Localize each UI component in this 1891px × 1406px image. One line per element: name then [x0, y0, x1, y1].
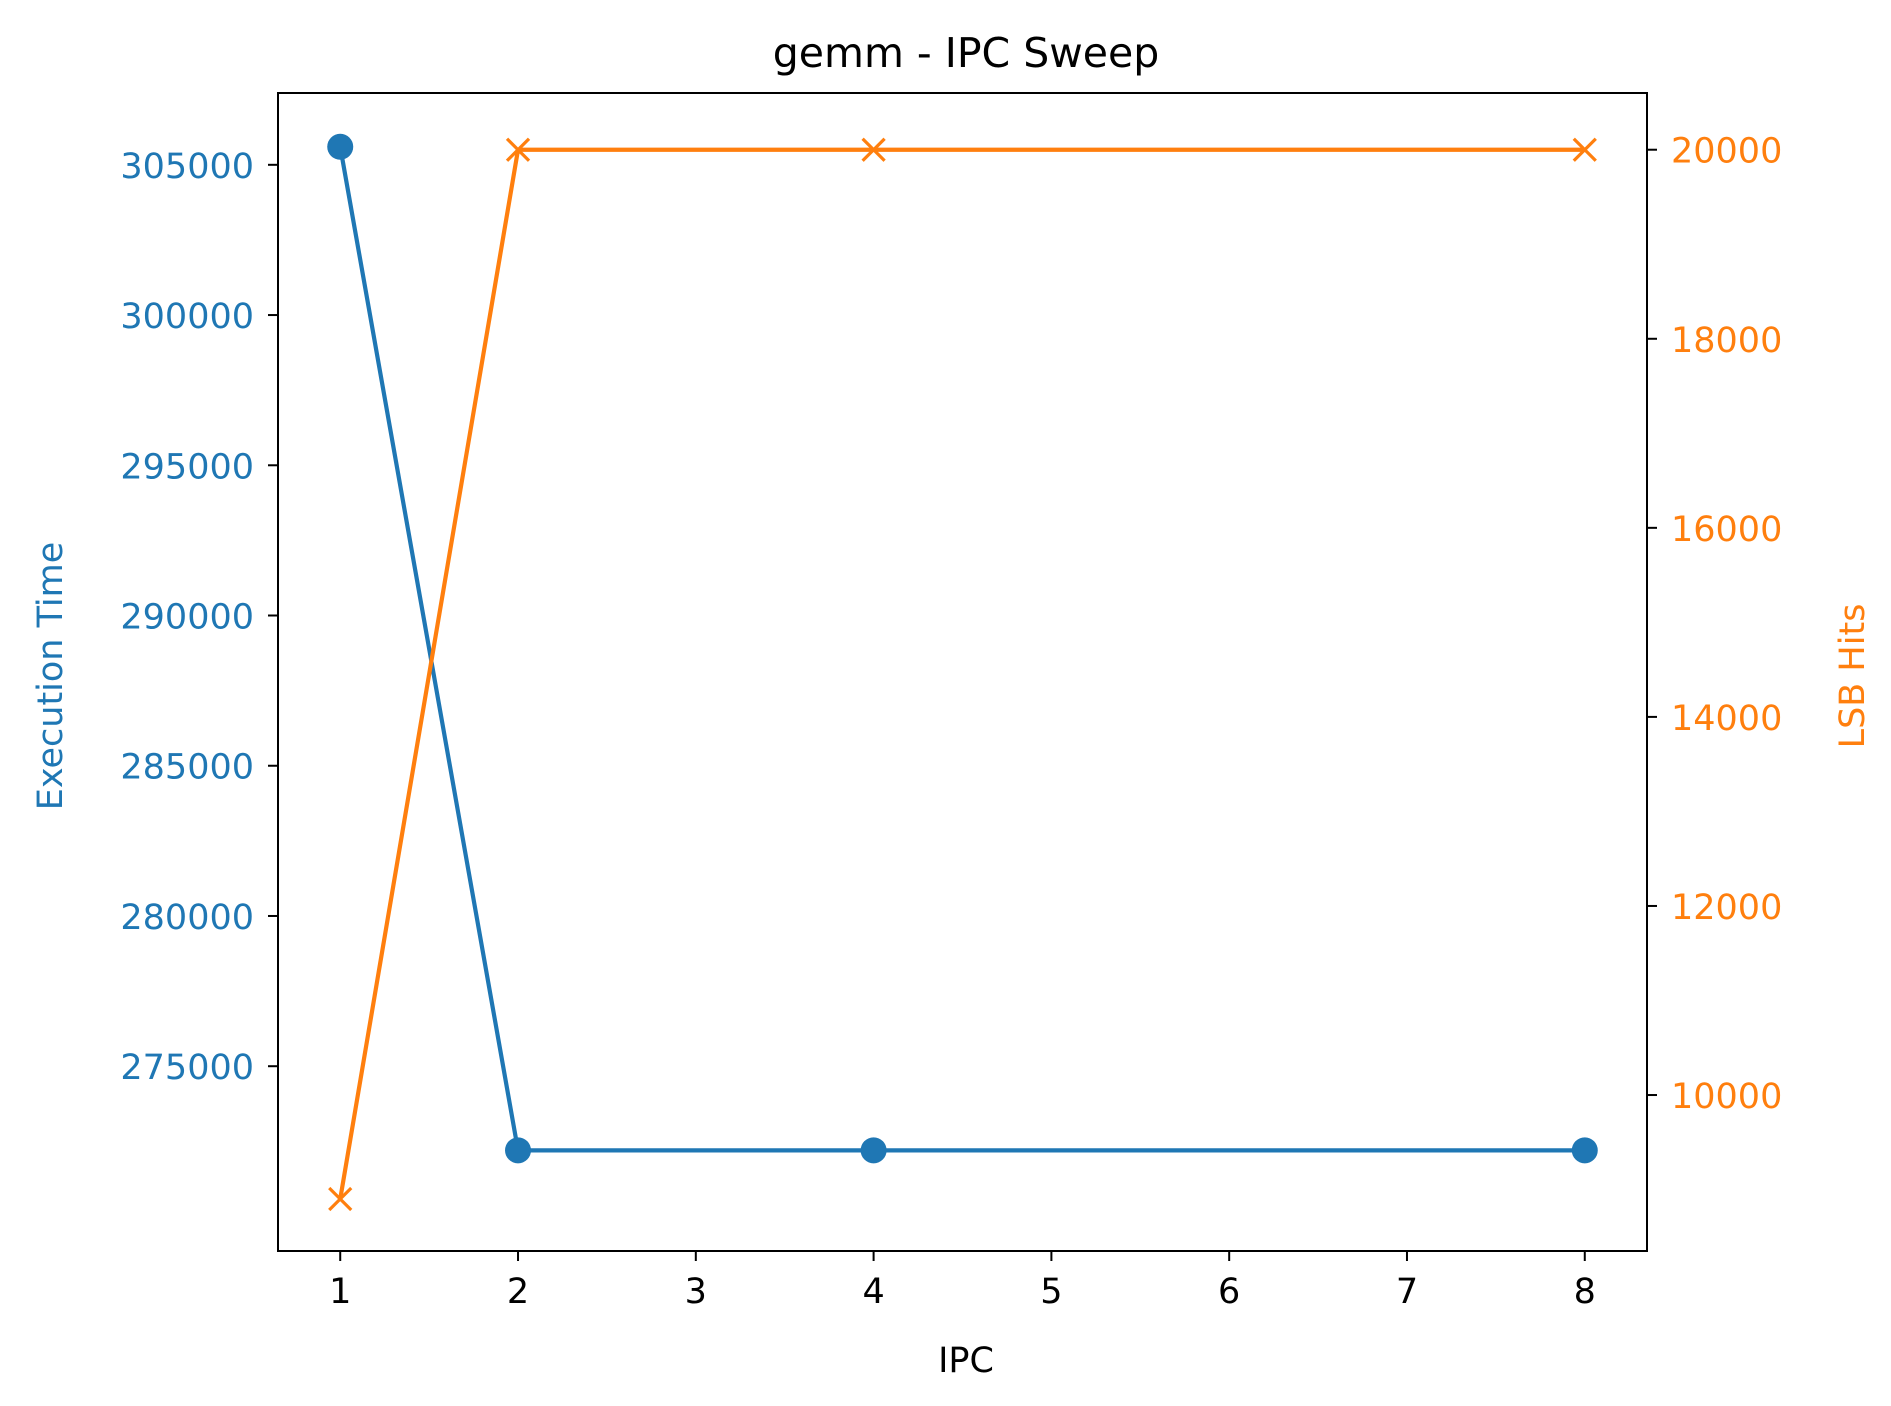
chart-title: gemm - IPC Sweep [773, 29, 1160, 77]
plot-frame [277, 92, 1648, 1252]
series-point-2-2 [505, 137, 531, 162]
series-point-2-3 [861, 137, 886, 162]
x-tick-label: 4 [862, 1272, 884, 1312]
series-point-1-2 [505, 1137, 532, 1164]
y-right-tick-label: 18000 [1671, 321, 1782, 361]
y-left-tick-label: 295000 [120, 447, 254, 487]
series-line-left [337, 144, 1587, 1153]
y-right-tick-label: 14000 [1671, 699, 1782, 739]
y-left-tick-label: 280000 [120, 898, 254, 938]
y-left-tick-label: 275000 [120, 1048, 254, 1088]
series-point-1-4 [1571, 1137, 1598, 1164]
series-point-1-1 [327, 133, 354, 160]
y-left-tick-label: 290000 [120, 598, 254, 638]
x-tick-label: 3 [685, 1272, 707, 1312]
series-point-2-4 [1572, 137, 1597, 162]
plot-area [327, 133, 1598, 1212]
y-left-tick-label: 305000 [120, 147, 254, 187]
x-tick-label: 8 [1574, 1272, 1596, 1312]
x-tick-label: 2 [507, 1272, 529, 1312]
x-tick-label: 7 [1396, 1272, 1418, 1312]
y-right-tick-label: 12000 [1671, 888, 1782, 928]
y-axis-right-label: LSB Hits [1833, 604, 1873, 749]
x-axis-label: IPC [938, 1341, 994, 1381]
series-line-right [337, 147, 1587, 1202]
series-point-2-1 [328, 1186, 353, 1212]
x-tick-label: 5 [1040, 1272, 1062, 1312]
y-left-tick-label: 285000 [120, 748, 254, 788]
y-left-tick-label: 300000 [120, 297, 254, 337]
x-tick-label: 6 [1218, 1272, 1240, 1312]
y-axis-left-label: Execution Time [31, 542, 71, 811]
y-right-tick-label: 16000 [1671, 510, 1782, 550]
y-right-tick-label: 10000 [1671, 1077, 1782, 1117]
axes: 1 2 3 4 5 6 7 8 275000 280000 285000 290000 295000 30… [120, 92, 1782, 1312]
y-right-tick-label: 20000 [1671, 132, 1782, 172]
series-point-1-3 [860, 1137, 887, 1164]
x-tick-label: 1 [329, 1272, 351, 1312]
